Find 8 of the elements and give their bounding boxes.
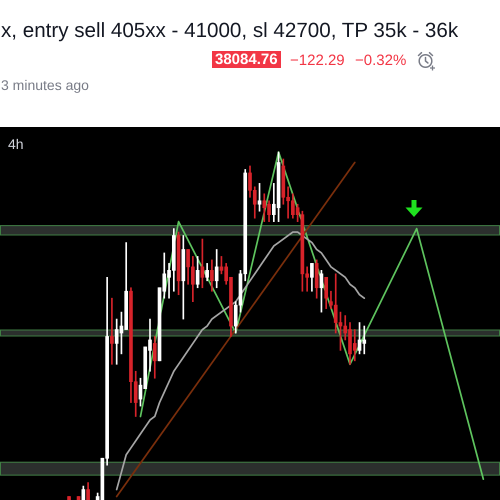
candlestick bbox=[67, 496, 71, 500]
text: 3 minutes ago bbox=[1, 77, 89, 94]
text: −0.32% bbox=[355, 52, 406, 69]
text: 38084.76 bbox=[212, 51, 281, 68]
text: −122.29 bbox=[290, 52, 345, 69]
annotation: 4h bbox=[8, 136, 24, 153]
chart-title: x, entry sell 405xx - 41000, sl 42700, TP 35k - 36k bbox=[1, 19, 458, 42]
candlestick bbox=[76, 496, 80, 500]
